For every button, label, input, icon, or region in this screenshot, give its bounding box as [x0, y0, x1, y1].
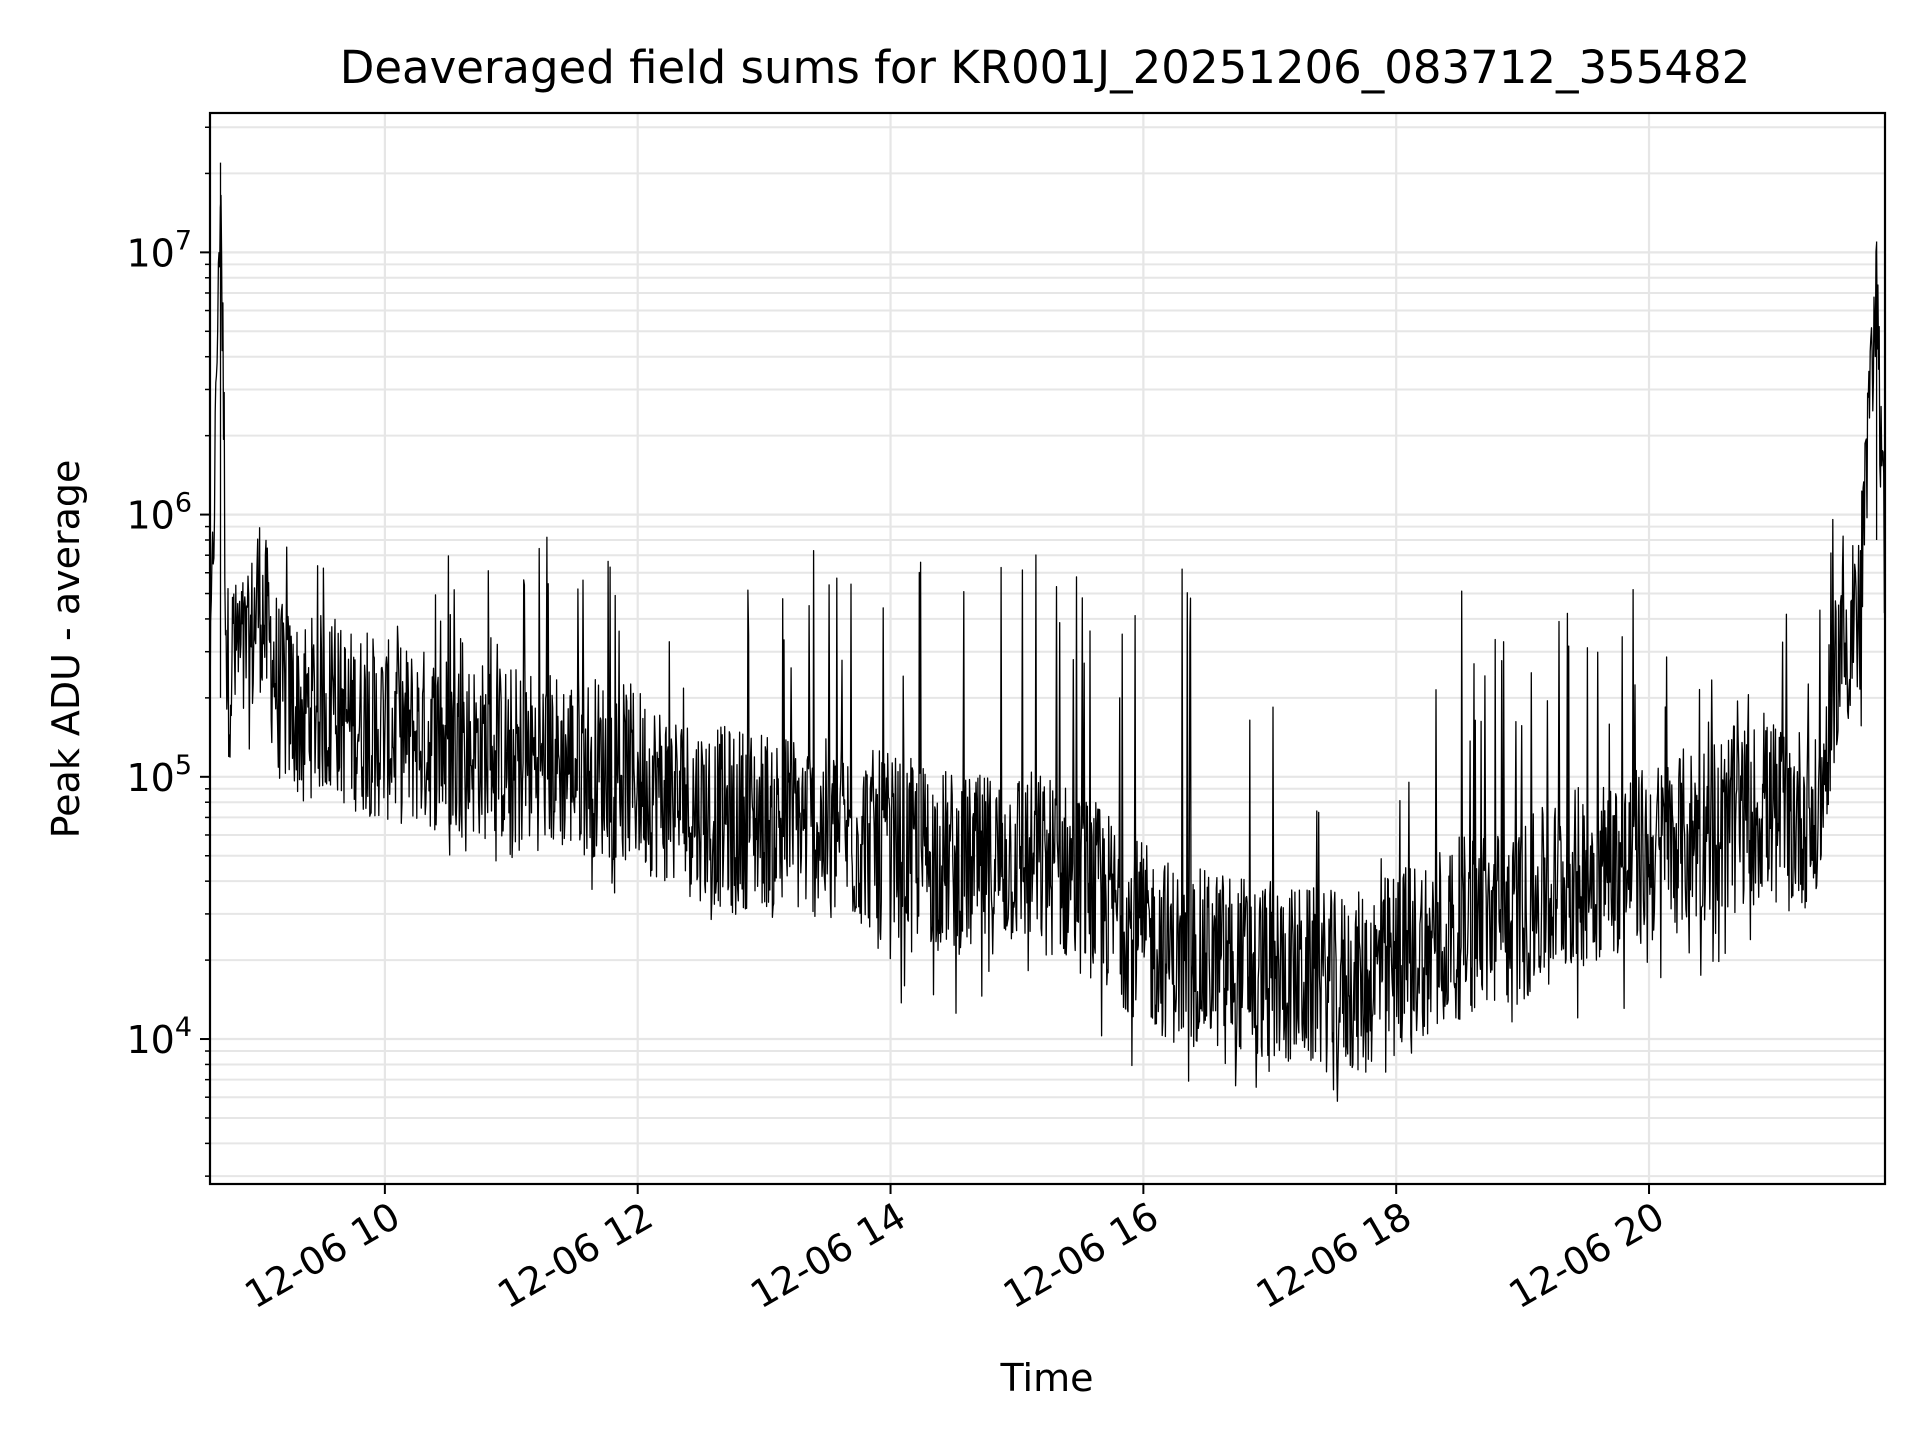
series-layer — [209, 162, 1886, 1102]
y-tick-label: 105 — [126, 750, 192, 800]
series-line — [209, 162, 1886, 1102]
y-axis-ticks: 104 105 106 107 — [126, 126, 210, 1177]
x-axis-label: Time — [1000, 1356, 1094, 1400]
y-tick-label: 107 — [126, 225, 192, 275]
y-tick-label: 106 — [126, 488, 192, 538]
y-tick-label: 104 — [126, 1012, 192, 1062]
chart-title: Deaveraged field sums for KR001J_2025120… — [340, 41, 1751, 94]
plot-area-frame — [208, 111, 1887, 1186]
y-axis-label: Peak ADU - average — [44, 460, 88, 839]
